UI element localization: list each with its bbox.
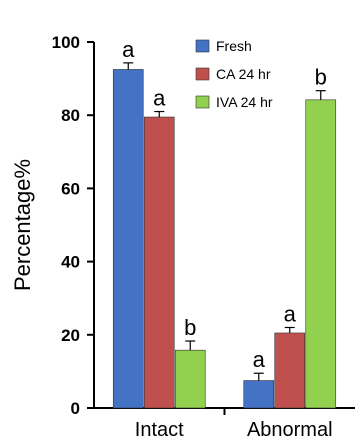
significance-letter: a — [253, 347, 266, 372]
bar — [305, 99, 337, 409]
category-label: Abnormal — [247, 419, 333, 441]
bars — [112, 62, 337, 409]
bar — [174, 349, 206, 409]
y-ticks: 0 20 40 60 80 100 — [52, 33, 94, 418]
legend-swatch — [195, 67, 210, 81]
significance-letter: a — [284, 301, 297, 326]
legend-label: IVA 24 hr — [216, 94, 273, 110]
significance-letter: b — [315, 65, 327, 90]
significance-letter: b — [184, 315, 196, 340]
category-label: Intact — [135, 419, 184, 441]
y-tick-label: 80 — [61, 106, 80, 125]
y-tick-label: 100 — [52, 33, 80, 52]
y-tick-label: 40 — [61, 253, 80, 272]
legend: Fresh CA 24 hr IVA 24 hr — [195, 38, 273, 110]
y-tick-label: 60 — [61, 179, 80, 198]
y-tick-label: 20 — [61, 326, 80, 345]
bar — [143, 116, 175, 409]
legend-swatch — [195, 95, 210, 109]
legend-label: Fresh — [216, 38, 252, 54]
legend-swatch — [195, 39, 210, 53]
y-axis-label: Percentage% — [10, 159, 35, 291]
category-labels: Intact Abnormal — [135, 419, 333, 441]
significance-letter: a — [122, 37, 135, 62]
bar — [112, 69, 144, 409]
legend-label: CA 24 hr — [216, 66, 271, 82]
y-tick-label: 0 — [71, 399, 80, 418]
bar — [274, 332, 306, 409]
bar — [243, 380, 275, 409]
significance-letter: a — [153, 86, 166, 111]
